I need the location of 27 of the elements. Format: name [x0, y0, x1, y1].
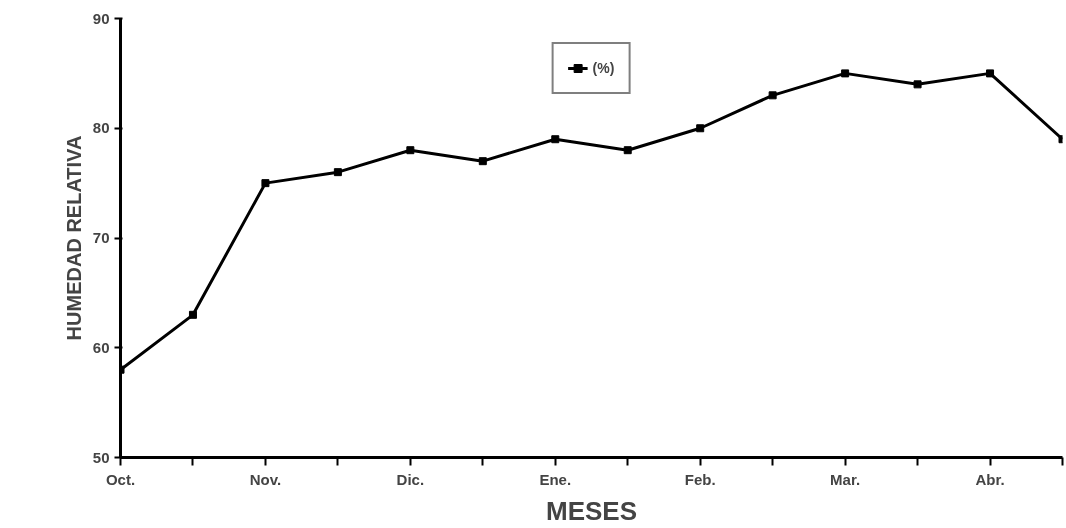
- point: [261, 179, 270, 188]
- point: [986, 69, 995, 78]
- y-tick-label: 90: [92, 9, 110, 27]
- x-tick-label: Feb.: [684, 470, 716, 488]
- x-tick-label: Nov.: [249, 470, 282, 488]
- legend-label: (%): [592, 60, 615, 76]
- y-axis-title: HUMEDAD RELATIVA: [62, 135, 85, 341]
- point: [478, 157, 487, 166]
- x-axis-title: MESES: [545, 495, 638, 526]
- point: [696, 124, 705, 133]
- point: [406, 146, 415, 155]
- x-tick-label: Oct.: [105, 470, 136, 488]
- x-tick-label: Ene.: [539, 470, 572, 488]
- point: [841, 69, 850, 78]
- y-tick-label: 60: [92, 338, 110, 356]
- y-tick-label: 80: [92, 119, 110, 137]
- point: [333, 168, 342, 177]
- point: [551, 135, 560, 144]
- point: [768, 91, 777, 100]
- point: [913, 80, 922, 89]
- x-tick-label: Mar.: [830, 470, 861, 488]
- x-tick-label: Abr.: [975, 470, 1005, 488]
- y-tick-label: 70: [92, 229, 110, 246]
- point: [623, 146, 632, 155]
- y-tick-label: 50: [92, 448, 110, 466]
- point: [188, 310, 197, 319]
- x-tick-label: Dic.: [396, 470, 425, 488]
